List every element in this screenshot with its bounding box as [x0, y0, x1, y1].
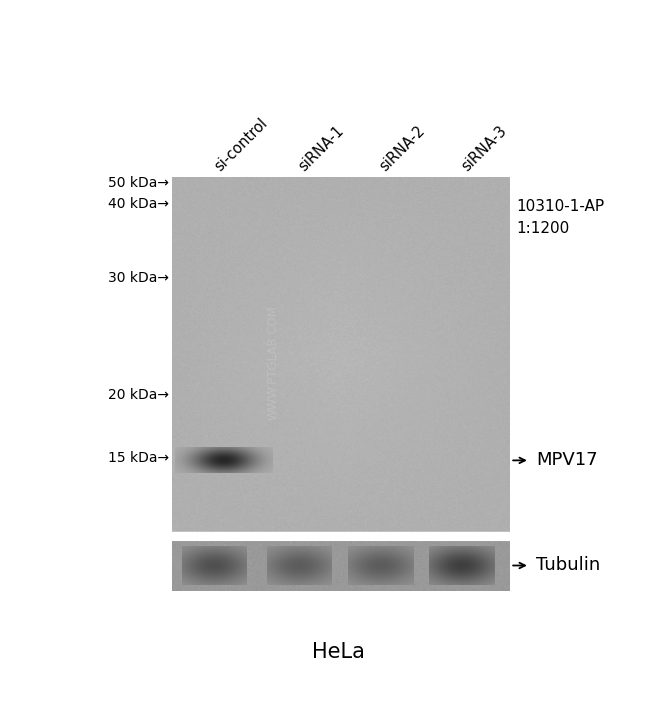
Text: 20 kDa→: 20 kDa→ [108, 388, 169, 402]
Text: WWW.PTGLAB.COM: WWW.PTGLAB.COM [266, 305, 280, 420]
Text: si-control: si-control [211, 115, 270, 174]
Text: siRNA-2: siRNA-2 [377, 123, 428, 174]
Text: siRNA-1: siRNA-1 [296, 123, 346, 174]
Text: Tubulin: Tubulin [536, 557, 601, 574]
Text: 1:1200: 1:1200 [517, 221, 570, 236]
Text: 15 kDa→: 15 kDa→ [108, 451, 169, 465]
Text: MPV17: MPV17 [536, 452, 598, 469]
Text: HeLa: HeLa [311, 642, 365, 663]
Text: 50 kDa→: 50 kDa→ [108, 175, 169, 190]
Text: siRNA-3: siRNA-3 [458, 123, 509, 174]
Text: 40 kDa→: 40 kDa→ [108, 197, 169, 212]
Text: 10310-1-AP: 10310-1-AP [517, 199, 605, 214]
Text: 30 kDa→: 30 kDa→ [108, 270, 169, 285]
